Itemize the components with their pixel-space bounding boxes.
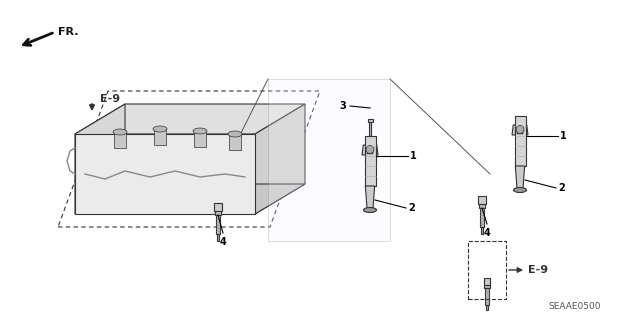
Bar [154,129,166,145]
Text: SEAAE0500: SEAAE0500 [548,302,600,311]
Ellipse shape [228,131,242,137]
Polygon shape [367,149,373,154]
Bar [484,278,490,285]
Polygon shape [362,145,378,155]
Ellipse shape [113,129,127,135]
Ellipse shape [513,188,527,192]
Ellipse shape [364,207,376,212]
Text: E-9: E-9 [528,265,548,275]
Text: 1: 1 [410,151,417,161]
Text: E-9: E-9 [100,94,120,104]
Polygon shape [75,184,305,214]
Polygon shape [75,134,255,214]
Bar [367,118,372,122]
Bar [478,196,486,204]
Polygon shape [75,104,125,214]
Polygon shape [512,125,528,135]
Bar [214,203,222,211]
Bar [217,234,220,241]
Bar [484,285,490,288]
Text: 2: 2 [408,203,415,213]
Text: FR.: FR. [58,27,79,37]
Text: 2: 2 [558,183,564,193]
Polygon shape [268,79,390,241]
Bar [216,215,220,234]
Polygon shape [75,104,305,134]
Ellipse shape [193,128,207,134]
Text: 3: 3 [339,101,346,111]
Bar [369,122,371,136]
Bar [486,305,488,310]
Polygon shape [255,104,305,214]
Bar [479,204,485,208]
Bar [215,211,221,215]
Text: 4: 4 [484,228,490,238]
Bar [480,208,484,227]
Text: 4: 4 [220,237,227,247]
Bar [194,131,206,147]
Circle shape [516,125,524,133]
Circle shape [366,145,374,153]
Bar [229,134,241,150]
Bar [365,136,376,186]
Bar [481,227,483,234]
Polygon shape [365,186,374,208]
Ellipse shape [153,126,167,132]
Text: 1: 1 [560,131,567,141]
Bar [485,288,489,305]
Polygon shape [517,129,523,134]
Polygon shape [515,166,525,188]
Bar [114,132,126,148]
Bar [515,116,525,166]
